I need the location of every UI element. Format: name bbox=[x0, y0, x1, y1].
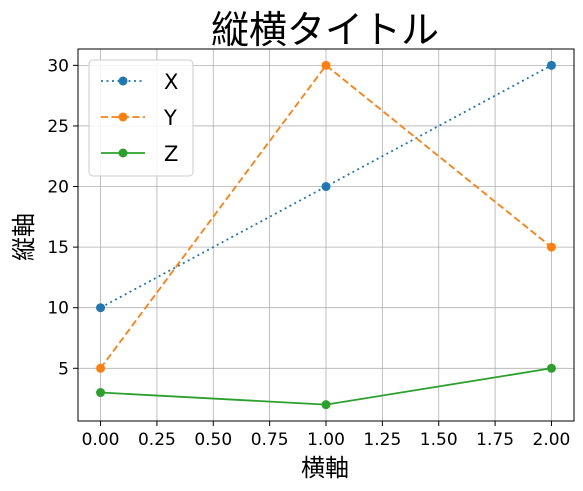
y-tick-label: 15 bbox=[47, 238, 69, 258]
data-point bbox=[321, 182, 331, 192]
legend-marker bbox=[118, 148, 128, 158]
series-x bbox=[96, 60, 556, 313]
y-tick-label: 10 bbox=[47, 299, 69, 319]
legend-item-x: X bbox=[101, 70, 178, 94]
data-point bbox=[546, 60, 556, 70]
data-point bbox=[96, 388, 106, 398]
legend-label: Z bbox=[164, 142, 178, 166]
data-point bbox=[546, 363, 556, 373]
x-tick-label: 1.25 bbox=[363, 430, 401, 450]
y-tick-label: 20 bbox=[47, 178, 69, 198]
legend-label: Y bbox=[163, 106, 177, 130]
x-tick-label: 1.50 bbox=[420, 430, 458, 450]
series-line bbox=[99, 64, 553, 369]
legend-item-z: Z bbox=[101, 142, 178, 166]
legend-label: X bbox=[164, 70, 178, 94]
data-point bbox=[96, 303, 106, 313]
x-tick-label: 0.75 bbox=[251, 430, 289, 450]
legend-marker bbox=[118, 76, 128, 86]
y-tick-label: 5 bbox=[58, 359, 69, 379]
series-z bbox=[96, 363, 556, 410]
legend-box bbox=[88, 59, 194, 177]
y-tick-label: 30 bbox=[47, 56, 69, 76]
x-axis-label: 横軸 bbox=[301, 454, 349, 482]
legend: XYZ bbox=[88, 59, 194, 177]
data-point bbox=[546, 242, 556, 252]
data-point bbox=[96, 363, 106, 373]
x-tick-label: 0.25 bbox=[138, 430, 176, 450]
x-tick-label: 1.75 bbox=[476, 430, 514, 450]
x-tick-label: 0.00 bbox=[82, 430, 120, 450]
x-tick-label: 2.00 bbox=[533, 430, 571, 450]
x-tick-label: 0.50 bbox=[194, 430, 232, 450]
x-axis-ticks: 0.00 0.25 0.50 0.75 1.00 1.25 1.50 1.75 2.00 bbox=[82, 421, 571, 450]
y-axis-label: 縦軸 bbox=[10, 213, 38, 261]
chart-title: 縦横タイトル bbox=[211, 8, 439, 52]
series-y bbox=[96, 60, 556, 373]
y-axis-ticks: 5 10 15 20 25 30 bbox=[47, 56, 78, 379]
x-tick-label: 1.00 bbox=[307, 430, 345, 450]
series-layer bbox=[96, 60, 556, 410]
legend-marker bbox=[118, 112, 128, 122]
data-point bbox=[321, 400, 331, 410]
data-point bbox=[321, 60, 331, 70]
legend-item-y: Y bbox=[101, 106, 177, 130]
y-tick-label: 25 bbox=[47, 117, 69, 137]
